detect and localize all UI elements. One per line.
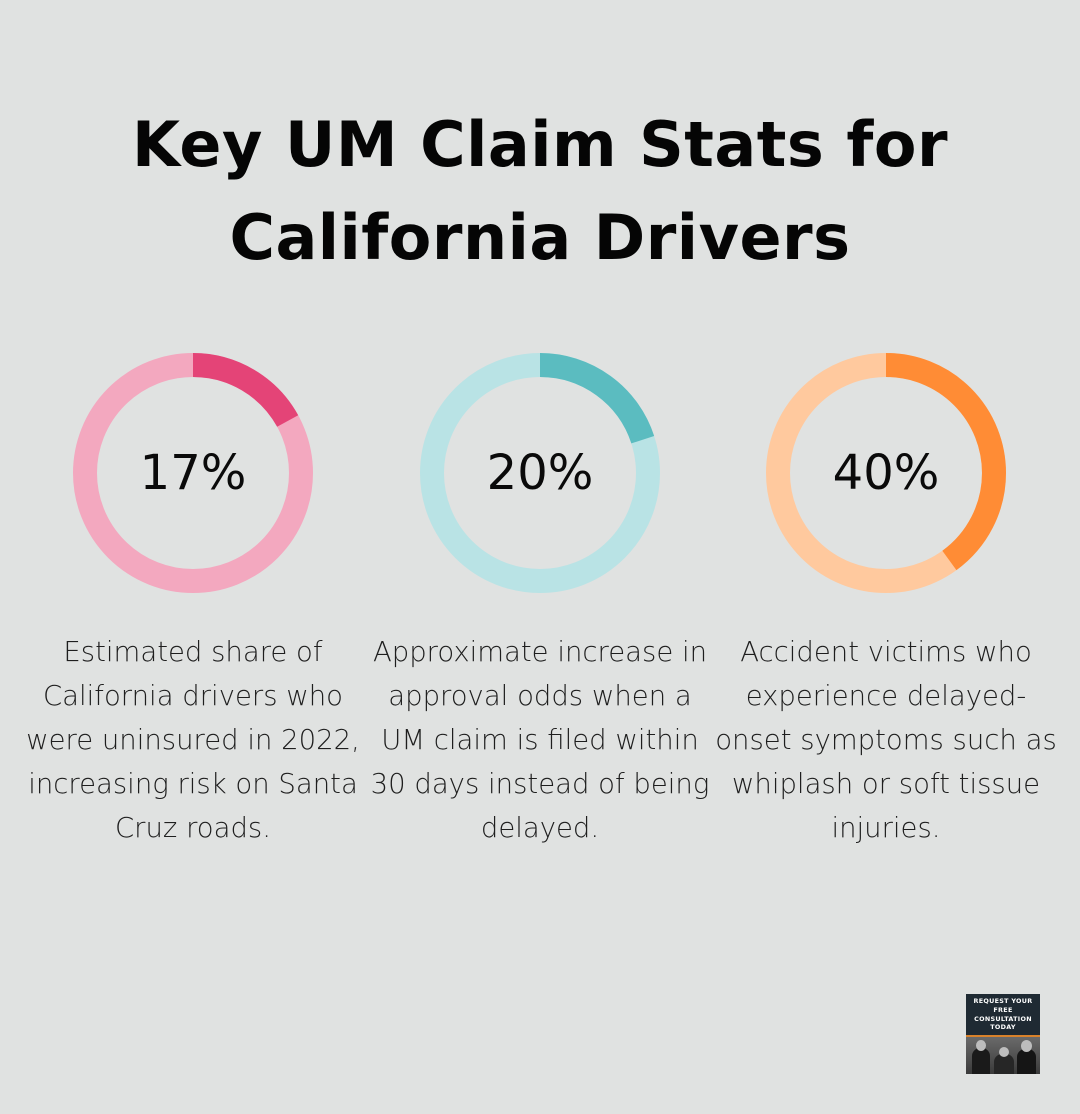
donut-ring-icon (766, 353, 1006, 593)
request-consultation-button[interactable]: REQUEST YOUR FREE CONSULTATION TODAY (966, 994, 1040, 1074)
donut-chart: 40% (765, 352, 1007, 594)
stat-value: 40% (832, 445, 940, 501)
stat-description: Approximate increase in approval odds wh… (370, 636, 710, 844)
title-line-1: Key UM Claim Stats for (131, 108, 949, 181)
stat-description: Accident victims who experience delayed-… (715, 636, 1057, 844)
stat-value: 17% (139, 445, 247, 501)
team-photo (966, 1037, 1040, 1074)
donut-ring-icon (420, 353, 660, 593)
cta-label: REQUEST YOUR FREE CONSULTATION TODAY (973, 997, 1033, 1032)
donut-chart: 17% (72, 352, 314, 594)
cta-divider (966, 1035, 1040, 1037)
page-title: Key UM Claim Stats for California Driver… (0, 98, 1080, 284)
stat-value: 20% (486, 445, 594, 501)
stat-description: Estimated share of California drivers wh… (26, 636, 360, 844)
donut-chart: 20% (419, 352, 661, 594)
donut-ring-icon (73, 353, 313, 593)
title-line-2: California Drivers (229, 201, 851, 274)
